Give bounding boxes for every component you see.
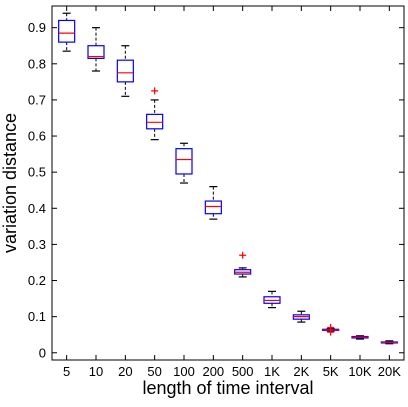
- y-axis-title: variation distance: [0, 113, 20, 253]
- iqr-box: [116, 59, 134, 83]
- y-tick-label: 0.1: [28, 309, 46, 324]
- box-5K: [322, 323, 340, 336]
- x-tick-label: 200: [202, 364, 224, 379]
- x-tick-label: 5K: [323, 364, 339, 379]
- box-20: [116, 45, 134, 97]
- box-10: [87, 27, 105, 72]
- x-axis: 5 10 20 50 100 200 500 1K 2K 5K 10K 20K: [63, 6, 401, 379]
- box-1K: [263, 290, 281, 309]
- outlier-marker: [327, 323, 335, 331]
- box-50: [146, 87, 164, 141]
- y-axis: 0 0.1 0.2 0.3 0.4 0.5 0.6 0.7 0.8 0.9: [28, 20, 404, 360]
- plot-area-frame: [51, 5, 405, 361]
- x-tick-label: 100: [173, 364, 195, 379]
- y-tick-label: 0.9: [28, 20, 46, 35]
- iqr-box: [146, 113, 164, 130]
- outlier-marker: [239, 251, 247, 259]
- box-500: [234, 251, 252, 278]
- iqr-box: [204, 200, 222, 215]
- y-tick-label: 0.4: [28, 201, 46, 216]
- y-tick-label: 0: [39, 345, 46, 360]
- box-100: [175, 142, 193, 184]
- outlier-marker: [151, 87, 159, 95]
- y-tick-label: 0.7: [28, 92, 46, 107]
- box-200: [204, 186, 222, 220]
- x-tick-label: 10K: [348, 364, 371, 379]
- y-tick-label: 0.8: [28, 56, 46, 71]
- x-tick-label: 2K: [293, 364, 309, 379]
- box-5: [58, 12, 76, 52]
- y-tick-label: 0.5: [28, 165, 46, 180]
- boxes-layer: [58, 12, 398, 345]
- y-tick-label: 0.3: [28, 237, 46, 252]
- box-10K: [351, 335, 369, 340]
- box-2K: [292, 310, 310, 323]
- box-20K: [380, 340, 398, 345]
- y-tick-label: 0.6: [28, 129, 46, 144]
- iqr-box: [87, 45, 105, 59]
- x-tick-label: 10: [89, 364, 103, 379]
- x-tick-label: 5: [63, 364, 70, 379]
- x-tick-label: 20: [118, 364, 132, 379]
- y-tick-label: 0.2: [28, 273, 46, 288]
- iqr-box: [175, 148, 193, 175]
- x-axis-title: length of time interval: [142, 378, 313, 398]
- x-tick-label: 500: [232, 364, 254, 379]
- iqr-box: [58, 19, 76, 43]
- x-tick-label: 50: [147, 364, 161, 379]
- x-tick-label: 20K: [378, 364, 401, 379]
- x-tick-label: 1K: [264, 364, 280, 379]
